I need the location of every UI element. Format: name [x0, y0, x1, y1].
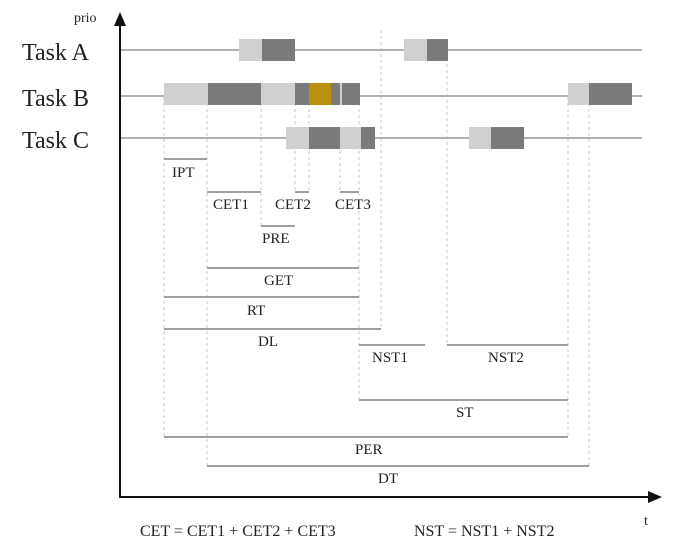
block-highlight	[309, 83, 331, 105]
task-a-blocks	[239, 39, 448, 61]
interval-label: CET2	[275, 197, 311, 213]
task-c-blocks	[286, 127, 524, 149]
cet-formula: CET = CET1 + CET2 + CET3	[140, 523, 336, 540]
block-light	[340, 127, 361, 149]
task-label: Task B	[22, 86, 89, 112]
task-label: Task A	[22, 40, 90, 66]
block-light	[239, 39, 262, 61]
block-dark	[361, 127, 375, 149]
block-light	[286, 127, 309, 149]
block-dark	[295, 83, 309, 105]
block-light	[261, 83, 295, 105]
block-dark	[262, 39, 295, 61]
x-axis-label: t	[644, 514, 648, 529]
interval-labels: IPT CET1 CET2 CET3 PRE GET RT DL NST1 NS…	[172, 165, 524, 487]
interval-lines	[164, 158, 589, 467]
interval-label: NST1	[372, 350, 408, 366]
block-dark	[342, 83, 360, 105]
block-light	[404, 39, 427, 61]
block-dark	[208, 83, 261, 105]
block-light	[340, 83, 342, 105]
interval-label: NST2	[488, 350, 524, 366]
interval-label: PER	[355, 442, 383, 458]
interval-label: GET	[264, 273, 293, 289]
block-dark	[309, 127, 340, 149]
block-dark	[331, 83, 340, 105]
interval-label: RT	[247, 303, 265, 319]
block-dark	[491, 127, 524, 149]
axes	[114, 12, 662, 503]
block-light	[164, 83, 208, 105]
block-dark	[589, 83, 632, 105]
interval-label: DL	[258, 334, 278, 350]
block-light	[568, 83, 589, 105]
interval-label: DT	[378, 471, 398, 487]
interval-label: ST	[456, 405, 474, 421]
interval-label: CET1	[213, 197, 249, 213]
block-dark	[427, 39, 448, 61]
task-b-blocks	[164, 83, 632, 105]
y-axis-arrow-icon	[114, 12, 126, 26]
task-label: Task C	[22, 128, 89, 154]
block-light	[469, 127, 491, 149]
interval-label: CET3	[335, 197, 371, 213]
y-axis-label: prio	[74, 11, 97, 26]
interval-label: IPT	[172, 165, 195, 181]
interval-label: PRE	[262, 231, 290, 247]
nst-formula: NST = NST1 + NST2	[414, 523, 554, 540]
x-axis-arrow-icon	[648, 491, 662, 503]
